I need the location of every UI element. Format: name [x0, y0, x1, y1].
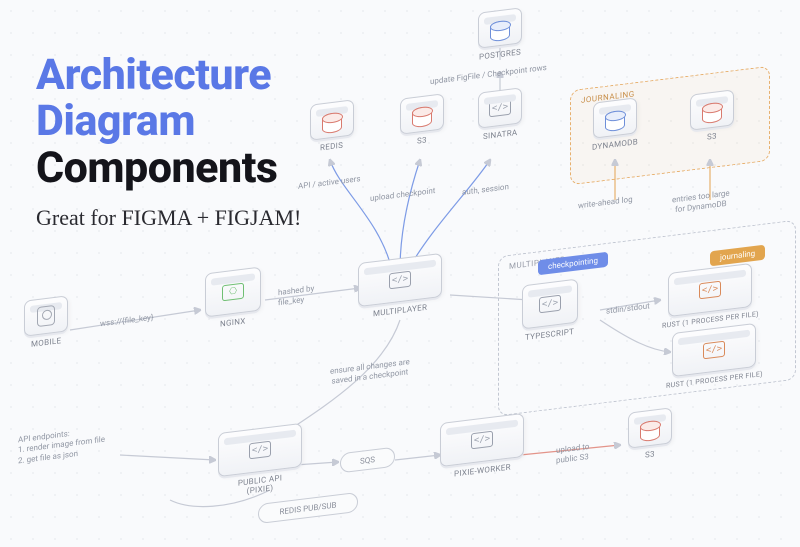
code-icon: </> — [389, 271, 411, 290]
headline-block: Architecture Diagram Components Great fo… — [36, 52, 301, 231]
person-icon — [37, 305, 55, 327]
annot-api-endpoints: API endpoints:1. render image from file2… — [18, 425, 105, 467]
headline-line3: Components — [36, 143, 277, 193]
node-dynamodb: DYNAMODB — [592, 100, 638, 149]
code-icon: </> — [699, 281, 721, 300]
headline-line1: Architecture — [36, 50, 271, 100]
node-label: S3 — [417, 135, 427, 145]
node-label: REDIS — [320, 141, 343, 153]
annot-api-active: API / active users — [298, 174, 360, 192]
capsule-sqs: SQS — [340, 447, 395, 474]
node-nginx: ⎔ NGINX — [205, 270, 261, 327]
annot-auth-session: auth, session — [462, 182, 509, 198]
code-icon: </> — [249, 441, 271, 460]
annot-ensure: ensure all changes aresaved in a checkpo… — [330, 357, 410, 388]
node-rust1: </> RUST (1 PROCESS PER FILE) — [662, 268, 759, 324]
node-multiplayer: </> MULTIPLAYER — [358, 258, 442, 315]
node-label: SINATRA — [483, 128, 517, 141]
annot-entries-large: entries too largefor DynamoDB — [672, 188, 730, 216]
node-mobile: MOBILE — [24, 298, 68, 347]
node-label: POSTGRES — [479, 47, 521, 61]
node-label: S3 — [707, 131, 717, 141]
node-label: S3 — [645, 449, 655, 459]
database-icon — [490, 20, 510, 42]
node-typescript: </> TYPESCRIPT — [522, 282, 578, 339]
node-s3-journal: S3 — [690, 92, 734, 141]
capsule-redis-pubsub: REDIS PUB/SUB — [258, 492, 358, 524]
annot-upload-public: upload topublic S3 — [556, 442, 589, 467]
database-icon — [322, 112, 342, 134]
code-icon: </> — [489, 99, 511, 118]
code-icon: ⎔ — [222, 283, 244, 302]
node-label: NGINX — [220, 316, 246, 328]
node-s3-top: S3 — [400, 96, 444, 145]
headline-tagline: Great for FIGMA + FIGJAM! — [36, 205, 301, 231]
annot-update-rows: update FigFile / Checkpoint rows — [430, 63, 547, 88]
database-icon — [702, 102, 722, 124]
node-public-api: </> PUBLIC API (PIXIE) — [218, 428, 302, 494]
node-redis: REDIS — [310, 102, 354, 151]
database-icon — [412, 106, 432, 128]
code-icon: </> — [471, 431, 493, 450]
annot-wss: wss://{file_key} — [100, 313, 154, 330]
database-icon — [640, 420, 660, 442]
node-postgres: POSTGRES — [478, 10, 522, 59]
code-icon: </> — [703, 341, 725, 360]
node-sinatra: </> SINATRA — [478, 90, 522, 139]
node-rust2: </> RUST (1 PROCESS PER FILE) — [666, 328, 763, 384]
code-icon: </> — [539, 295, 561, 314]
node-s3-bottom: S3 — [628, 410, 672, 459]
headline-line2: Diagram — [36, 96, 195, 146]
node-label: PUBLIC API (PIXIE) — [225, 472, 295, 499]
node-pixie-worker: </> PIXIE-WORKER — [440, 418, 524, 475]
annot-hashed: hashed byfile_key — [278, 284, 314, 309]
annot-upload-checkpoint: upload checkpoint — [370, 186, 435, 204]
node-label: PIXIE-WORKER — [454, 463, 511, 479]
annot-write-ahead: write-ahead log — [578, 195, 633, 212]
database-icon — [605, 110, 625, 132]
node-label: MOBILE — [31, 336, 61, 349]
node-label: MULTIPLAYER — [373, 303, 427, 319]
